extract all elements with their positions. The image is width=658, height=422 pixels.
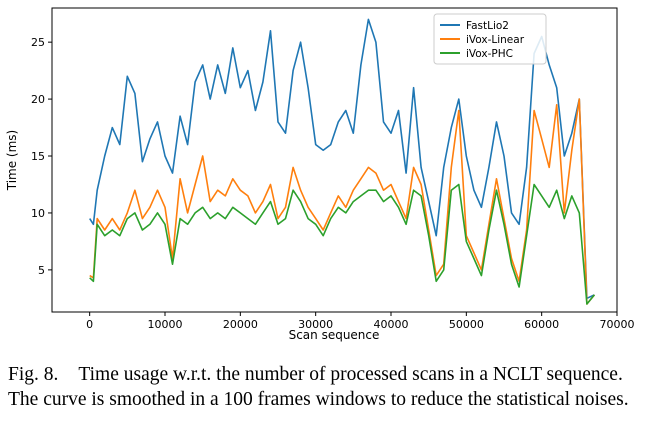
x-tick-label: 10000: [148, 318, 183, 331]
x-axis-label: Scan sequence: [289, 328, 380, 342]
x-tick-label: 60000: [524, 318, 559, 331]
figure-caption: Fig. 8. Time usage w.r.t. the number of p…: [8, 362, 650, 412]
legend: FastLio2 iVox-Linear iVox-PHC: [433, 13, 547, 65]
y-tick-label: 25: [31, 36, 45, 49]
legend-label: iVox-PHC: [466, 48, 513, 60]
plot-frame: [51, 7, 618, 313]
y-tick-label: 10: [31, 207, 45, 220]
series-layer: [89, 18, 596, 305]
x-tick-label: 40000: [374, 318, 409, 331]
caption-label: Fig. 8.: [8, 364, 59, 385]
series-line-ivox-phc: [89, 183, 596, 305]
series-line-fastlio2: [89, 18, 595, 300]
x-tick-label: 20000: [223, 318, 258, 331]
y-tick-label: 15: [31, 150, 45, 163]
y-tick-label: 20: [31, 93, 45, 106]
x-tick-label: 0: [86, 318, 93, 331]
series-line-ivox-linear: [89, 98, 596, 305]
y-ticks: 5 10 15 20 25: [31, 36, 52, 277]
legend-label: FastLio2: [466, 20, 509, 32]
x-ticks: 0 10000 20000 30000 40000 50000 60000 70000: [86, 312, 635, 331]
x-tick-label: 30000: [298, 318, 333, 331]
x-tick-label: 50000: [449, 318, 484, 331]
x-tick-label: 70000: [600, 318, 635, 331]
legend-label: iVox-Linear: [466, 34, 525, 46]
caption-text: Time usage w.r.t. the number of processe…: [8, 364, 629, 410]
legend-box: [433, 13, 547, 65]
chart-figure: 0 10000 20000 30000 40000 50000 60000 70000 5 10…: [5, 7, 635, 342]
y-axis-label: Time (ms): [5, 130, 19, 192]
y-tick-label: 5: [38, 264, 45, 277]
